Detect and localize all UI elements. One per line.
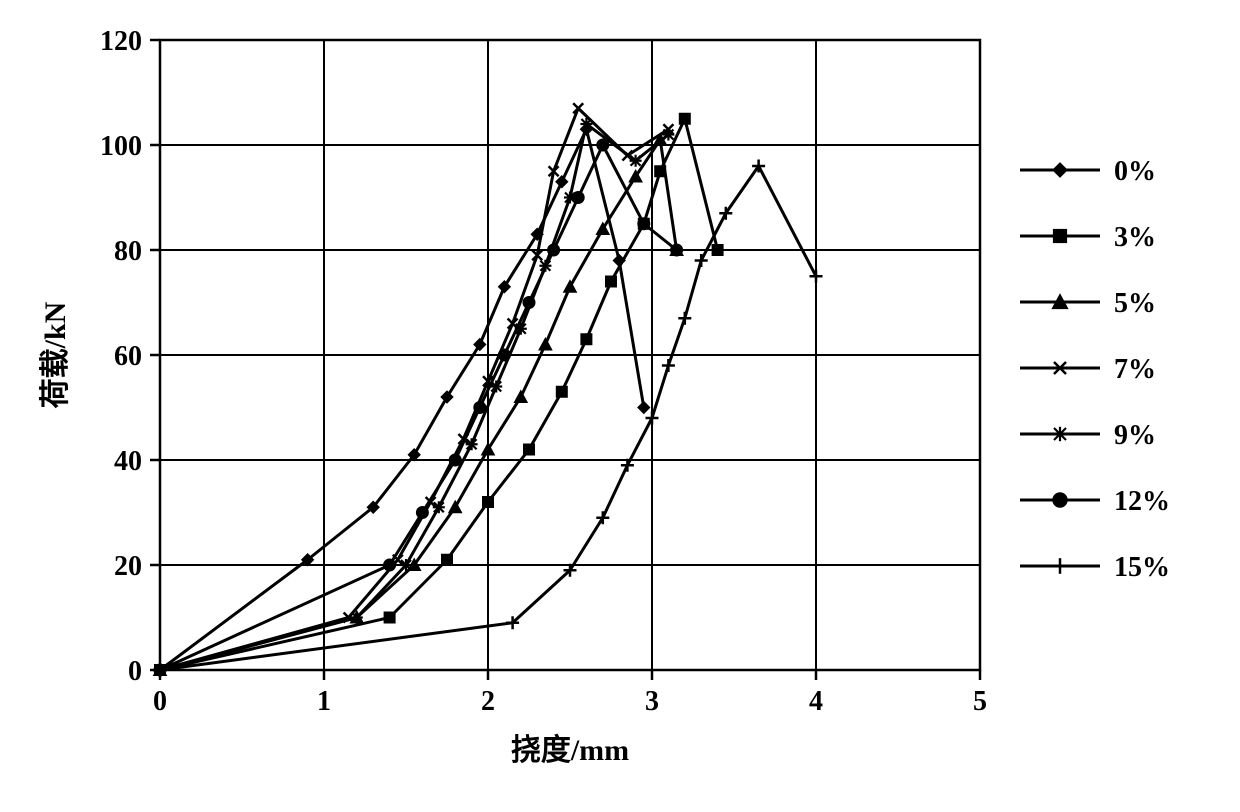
- svg-text:7%: 7%: [1114, 354, 1156, 385]
- chart-svg: 0 1 2 3 4 5 0 20 40 60 80 100 120 挠度/mm 荷载/kN 0% 3% 5% 7% 9…: [0, 0, 1240, 812]
- svg-text:12%: 12%: [1114, 486, 1170, 517]
- svg-text:0%: 0%: [1114, 156, 1156, 187]
- svg-text:60: 60: [114, 341, 142, 372]
- svg-text:3: 3: [645, 686, 659, 717]
- svg-text:5: 5: [973, 686, 987, 717]
- svg-text:100: 100: [100, 131, 142, 162]
- svg-text:80: 80: [114, 236, 142, 267]
- svg-text:20: 20: [114, 551, 142, 582]
- svg-text:1: 1: [317, 686, 331, 717]
- svg-text:0: 0: [128, 656, 142, 687]
- svg-text:0: 0: [153, 686, 167, 717]
- svg-text:3%: 3%: [1114, 222, 1156, 253]
- load-deflection-chart: 0 1 2 3 4 5 0 20 40 60 80 100 120 挠度/mm 荷载/kN 0% 3% 5% 7% 9…: [0, 0, 1240, 812]
- svg-text:荷载/kN: 荷载/kN: [39, 301, 72, 408]
- svg-text:9%: 9%: [1114, 420, 1156, 451]
- svg-text:5%: 5%: [1114, 288, 1156, 319]
- svg-text:挠度/mm: 挠度/mm: [511, 734, 629, 767]
- svg-text:2: 2: [481, 686, 495, 717]
- svg-text:120: 120: [100, 26, 142, 57]
- svg-text:4: 4: [809, 686, 823, 717]
- svg-text:40: 40: [114, 446, 142, 477]
- svg-text:15%: 15%: [1114, 552, 1170, 583]
